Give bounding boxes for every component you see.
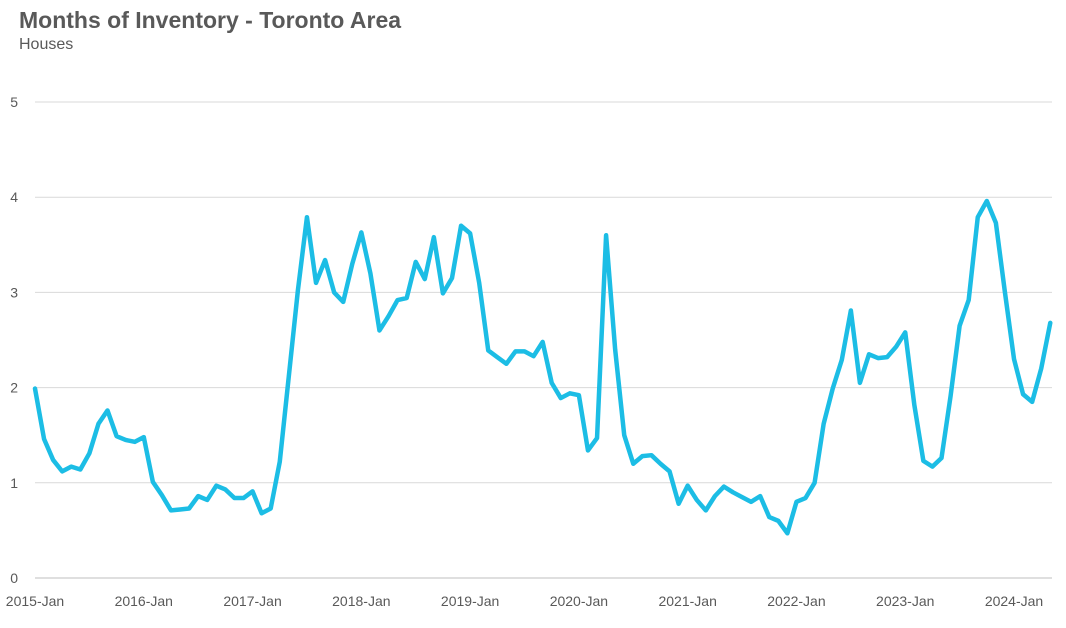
x-tick-label: 2016-Jan xyxy=(115,593,173,609)
chart-subtitle: Houses xyxy=(19,36,74,53)
series-line xyxy=(32,198,1053,536)
x-tick-label: 2019-Jan xyxy=(441,593,499,609)
x-tick-label: 2020-Jan xyxy=(550,593,608,609)
y-tick-label: 3 xyxy=(10,284,18,300)
x-tick-label: 2022-Jan xyxy=(767,593,825,609)
gridlines xyxy=(35,101,1052,579)
y-tick-label: 5 xyxy=(10,94,18,110)
y-tick-label: 4 xyxy=(10,189,18,205)
y-tick-label: 1 xyxy=(10,475,18,491)
x-axis-ticks: 2015-Jan 2016-Jan 2017-Jan 2018-Jan 2019-Jan… xyxy=(6,593,1043,609)
x-tick-label: 2024-Jan xyxy=(985,593,1043,609)
x-tick-label: 2017-Jan xyxy=(223,593,281,609)
x-tick-label: 2018-Jan xyxy=(332,593,390,609)
series-group xyxy=(32,198,1053,536)
x-tick-label: 2023-Jan xyxy=(876,593,934,609)
x-tick-label: 2021-Jan xyxy=(658,593,716,609)
y-tick-label: 0 xyxy=(10,570,18,586)
y-tick-label: 2 xyxy=(10,380,18,396)
chart-title: Months of Inventory - Toronto Area xyxy=(19,7,402,33)
x-tick-label: 2015-Jan xyxy=(6,593,64,609)
y-axis-ticks: 0 1 2 3 4 5 xyxy=(10,94,18,586)
